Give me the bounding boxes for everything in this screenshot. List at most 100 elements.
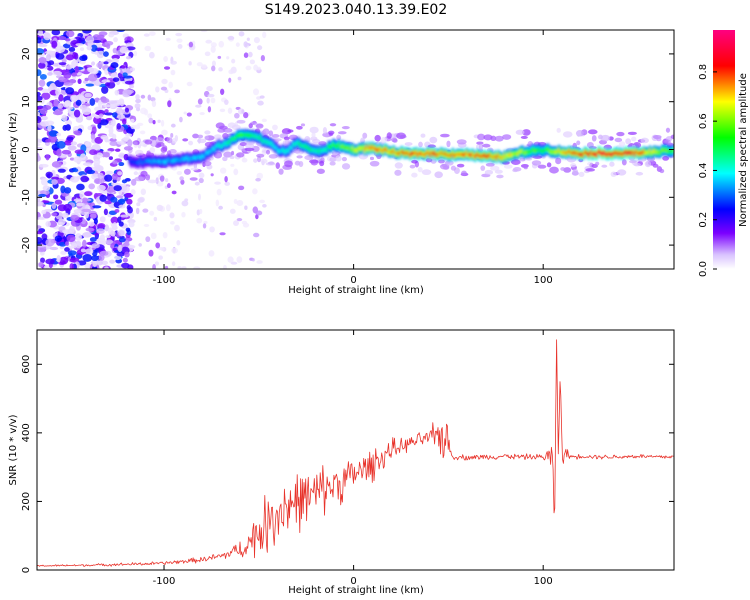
noise-blob [218, 67, 223, 72]
noise-blob [80, 175, 90, 183]
spectrogram-x-tick-label: 0 [350, 275, 356, 286]
noise-blob [66, 106, 74, 110]
noise-blob [85, 227, 95, 232]
noise-blob [210, 97, 216, 104]
noise-blob [200, 30, 208, 33]
noise-blob [58, 94, 64, 102]
noise-blob [209, 226, 215, 233]
noise-blob [67, 250, 77, 256]
noise-blob [43, 32, 51, 41]
noise-blob [193, 266, 201, 269]
colorbar-tick-label: 0.0 [698, 261, 709, 277]
noise-blob [84, 92, 92, 98]
noise-blob [55, 88, 61, 96]
noise-blob [79, 47, 85, 52]
halo-blob [166, 137, 173, 144]
noise-blob [62, 229, 72, 234]
noise-blob [113, 37, 118, 43]
noise-blob [155, 177, 159, 185]
noise-blob [164, 265, 169, 269]
halo-blob [531, 160, 542, 166]
halo-blob [239, 142, 248, 147]
noise-blob [143, 223, 150, 227]
halo-blob [549, 166, 559, 174]
noise-blob [37, 37, 42, 44]
halo-blob [484, 169, 494, 175]
halo-blob [633, 162, 641, 167]
noise-blob [124, 240, 130, 248]
halo-blob [337, 131, 347, 135]
noise-blob [48, 60, 55, 66]
noise-blob [149, 210, 155, 216]
halo-blob [394, 162, 403, 169]
halo-blob [526, 157, 532, 161]
halo-blob [515, 129, 525, 135]
halo-blob [234, 112, 240, 119]
noise-blob [211, 60, 216, 67]
halo-blob [576, 130, 581, 137]
noise-blob [249, 59, 256, 65]
halo-blob [197, 134, 204, 139]
halo-blob [546, 162, 552, 168]
noise-blob [255, 210, 263, 216]
noise-blob [160, 119, 165, 127]
halo-blob [587, 129, 598, 135]
halo-blob [271, 133, 280, 138]
noise-blob [93, 158, 101, 166]
halo-blob [222, 156, 228, 162]
halo-blob [316, 168, 325, 174]
snr-panel: -100 0 100 0 200 400 600 Height of straight l… [8, 329, 675, 596]
halo-blob [341, 126, 350, 130]
noise-blob [224, 175, 228, 183]
noise-blob [101, 97, 110, 104]
noise-blob [255, 177, 261, 182]
noise-blob [65, 65, 73, 70]
noise-blob [260, 54, 265, 62]
noise-blob [76, 183, 85, 191]
noise-blob [152, 119, 156, 125]
noise-blob [64, 247, 70, 252]
halo-blob [298, 160, 304, 168]
noise-blob [85, 83, 95, 87]
noise-blob [114, 89, 120, 96]
noise-blob [138, 243, 142, 247]
snr-frame [36, 329, 675, 571]
noise-blob [81, 197, 89, 203]
noise-blob [215, 199, 220, 207]
noise-blob [70, 176, 80, 183]
halo-blob [503, 164, 513, 169]
noise-blob [61, 114, 68, 122]
noise-blob [110, 62, 119, 69]
noise-blob [62, 212, 69, 218]
noise-blob [180, 179, 185, 185]
noise-blob [41, 209, 47, 215]
noise-blob [37, 91, 41, 97]
halo-blob [420, 133, 426, 138]
noise-blob [118, 198, 126, 205]
noise-blob [156, 204, 164, 211]
noise-blob [199, 208, 203, 215]
halo-blob [434, 171, 443, 179]
noise-blob [73, 130, 82, 136]
halo-blob [204, 135, 209, 140]
noise-blob [37, 225, 42, 229]
halo-blob [616, 131, 625, 137]
halo-blob [213, 134, 222, 140]
noise-blob [104, 82, 111, 87]
noise-blob [130, 189, 136, 195]
noise-blob [136, 202, 141, 207]
noise-blob [170, 220, 175, 225]
halo-blob [296, 125, 303, 130]
noise-blob [87, 67, 95, 73]
noise-blob [63, 82, 73, 86]
figure-title: S149.2023.040.13.39.E02 [265, 2, 448, 18]
halo-blob [369, 160, 380, 167]
halo-blob [600, 134, 611, 142]
noise-blob [60, 250, 67, 255]
noise-blob [135, 207, 140, 215]
halo-blob [283, 136, 290, 141]
noise-blob [218, 40, 225, 48]
noise-blob [69, 157, 75, 161]
noise-blob [210, 42, 217, 48]
halo-blob [311, 131, 316, 139]
